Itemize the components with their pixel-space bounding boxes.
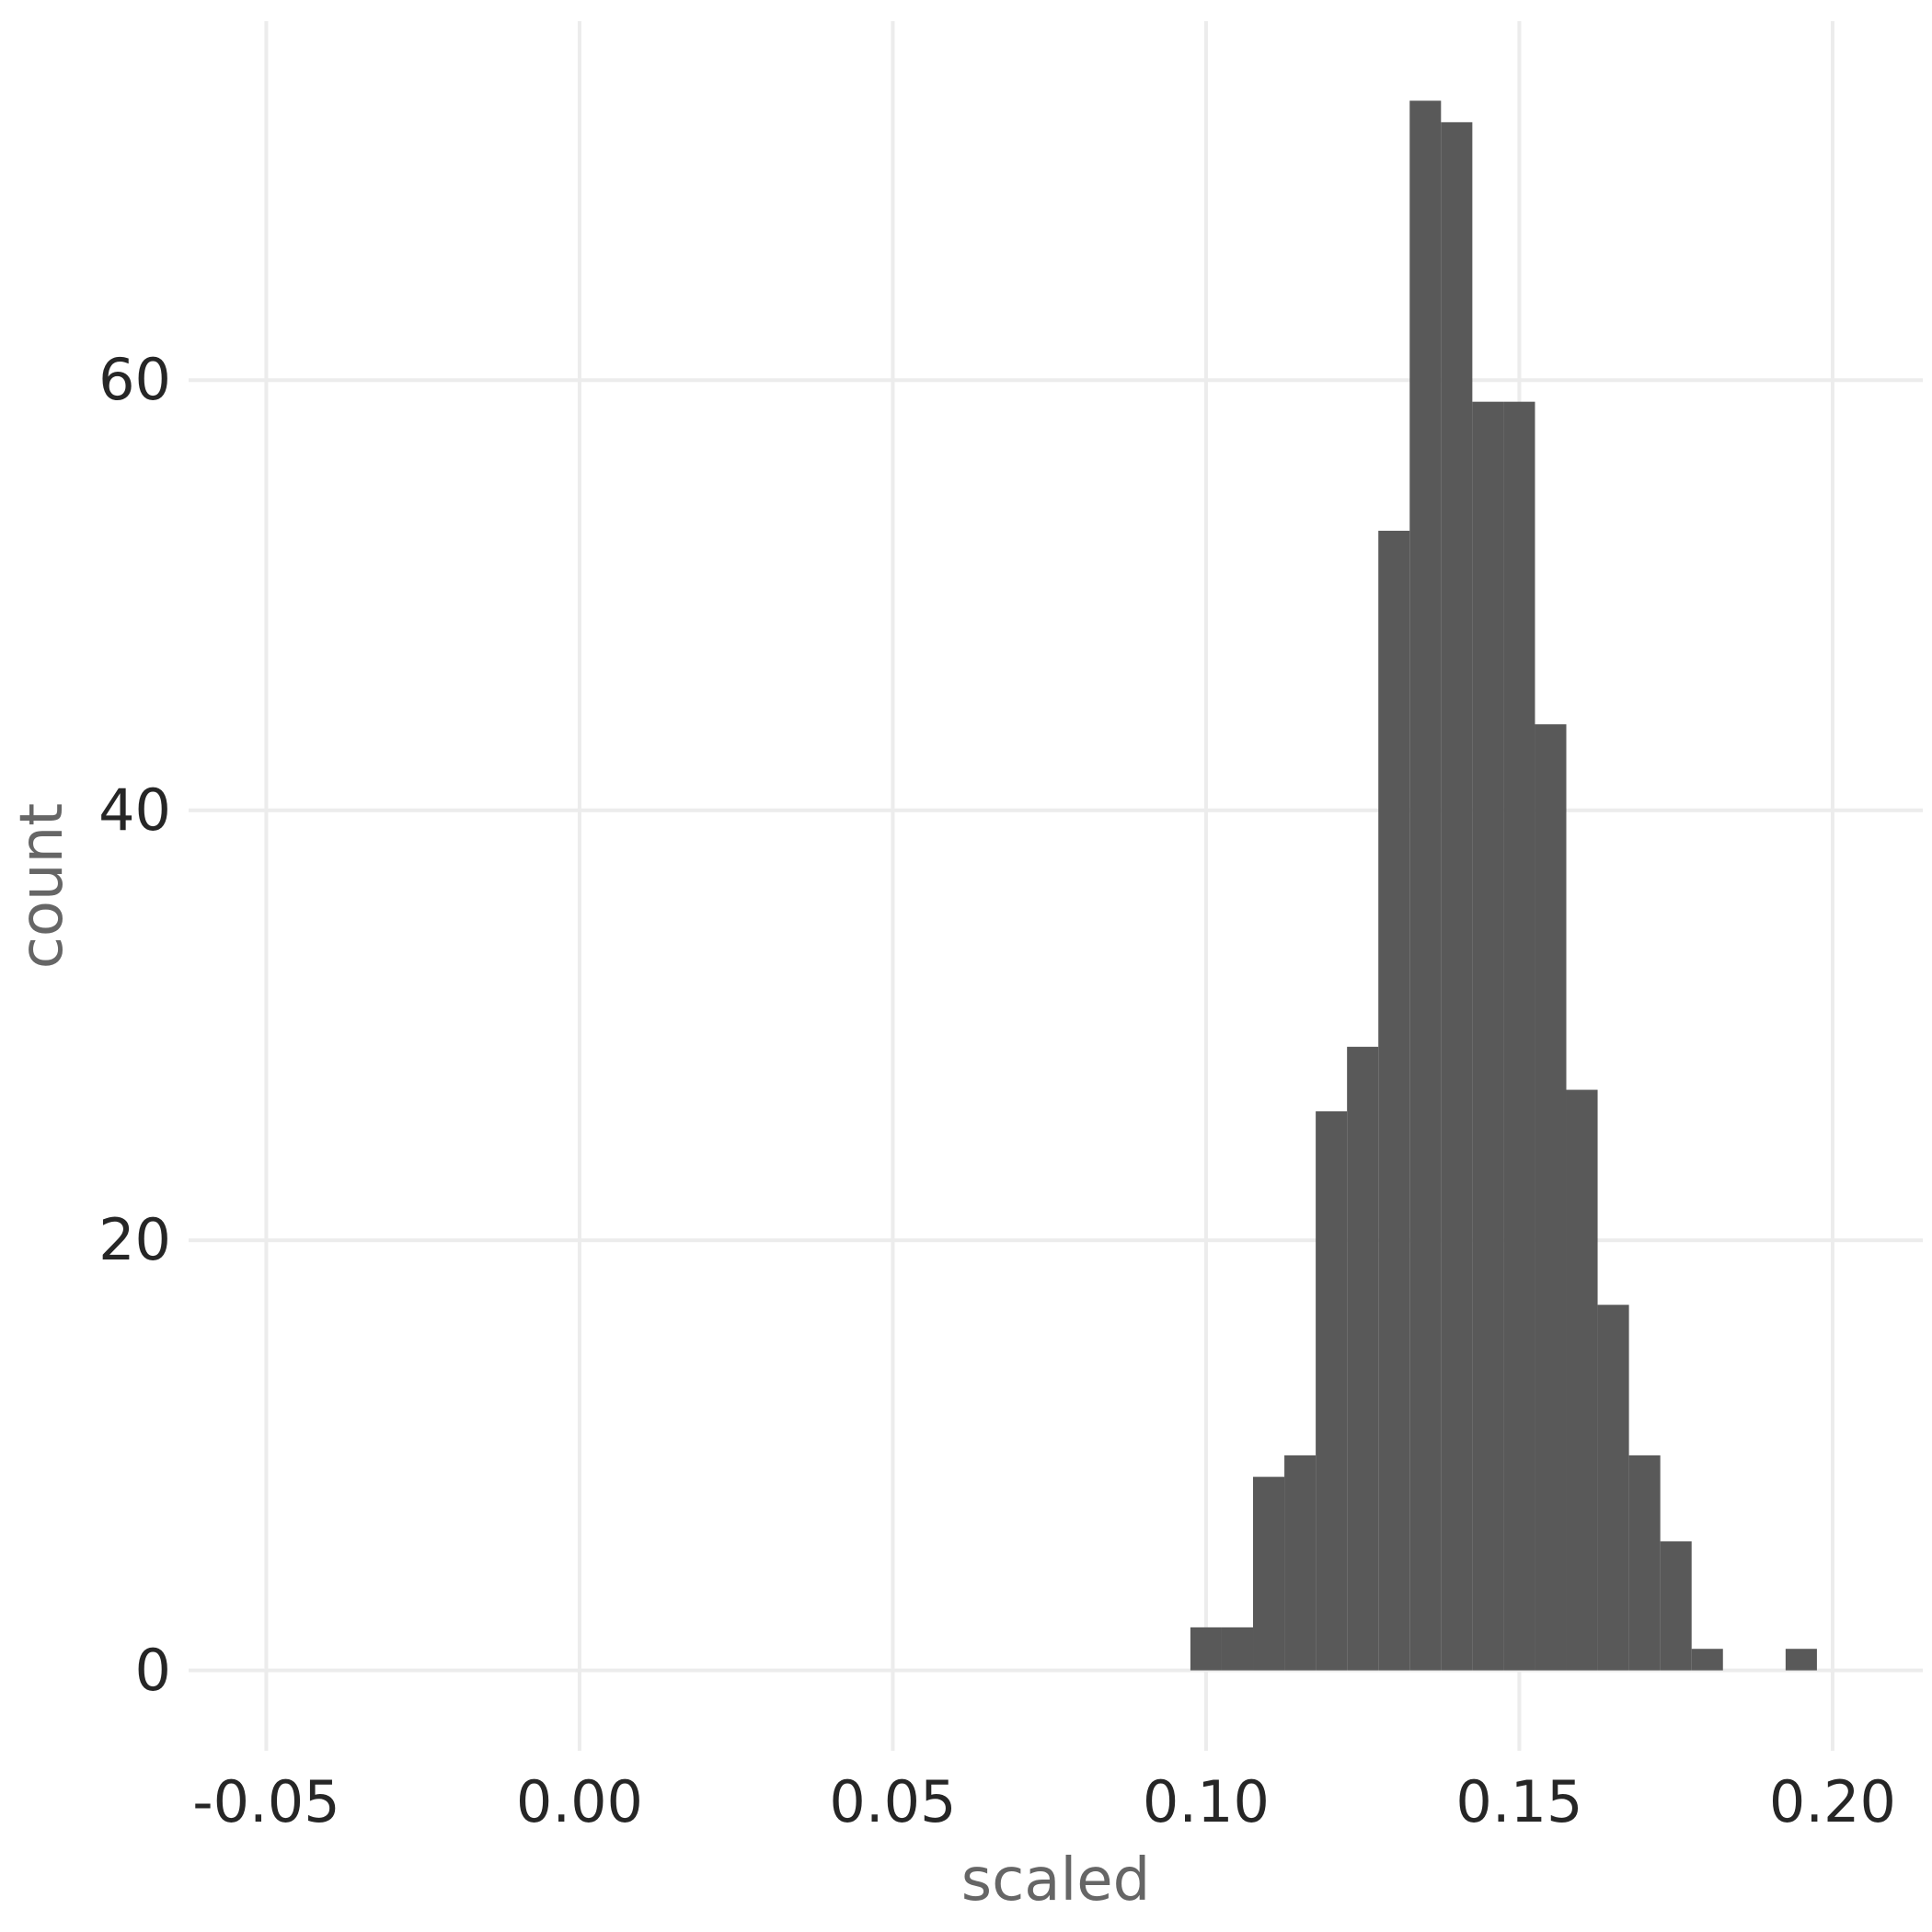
x-tick-label: 0.00 bbox=[515, 1768, 643, 1835]
histogram-bar bbox=[1597, 1305, 1629, 1671]
y-axis-label: count bbox=[8, 802, 76, 970]
histogram-bar bbox=[1378, 530, 1410, 1671]
histogram-bar bbox=[1566, 1089, 1598, 1671]
x-tick-label: 0.10 bbox=[1142, 1768, 1270, 1835]
histogram-bar bbox=[1221, 1627, 1254, 1671]
histogram-bar bbox=[1628, 1455, 1661, 1671]
x-tick-label: -0.05 bbox=[192, 1768, 340, 1835]
histogram-bar bbox=[1785, 1649, 1817, 1671]
histogram-bar bbox=[1660, 1541, 1692, 1671]
histogram-bar bbox=[1472, 401, 1504, 1671]
histogram-bar bbox=[1316, 1110, 1348, 1671]
histogram-bar bbox=[1347, 1046, 1379, 1671]
x-axis-label: scaled bbox=[960, 1846, 1151, 1915]
histogram-bar bbox=[1284, 1455, 1317, 1671]
histogram-bar bbox=[1441, 121, 1473, 1671]
histogram-bar bbox=[1535, 724, 1567, 1671]
histogram-bar bbox=[1409, 100, 1442, 1671]
x-tick-label: 0.05 bbox=[829, 1768, 957, 1835]
y-tick-label: 60 bbox=[98, 346, 171, 414]
y-tick-label: 40 bbox=[98, 776, 171, 844]
histogram-bar bbox=[1503, 401, 1535, 1671]
y-tick-label: 20 bbox=[98, 1206, 171, 1274]
y-tick-label: 0 bbox=[134, 1636, 171, 1704]
x-tick-label: 0.20 bbox=[1768, 1768, 1896, 1835]
histogram-bar bbox=[1691, 1649, 1723, 1671]
x-tick-label: 0.15 bbox=[1455, 1768, 1583, 1835]
histogram-bar bbox=[1190, 1627, 1222, 1671]
histogram-bar bbox=[1253, 1477, 1285, 1671]
